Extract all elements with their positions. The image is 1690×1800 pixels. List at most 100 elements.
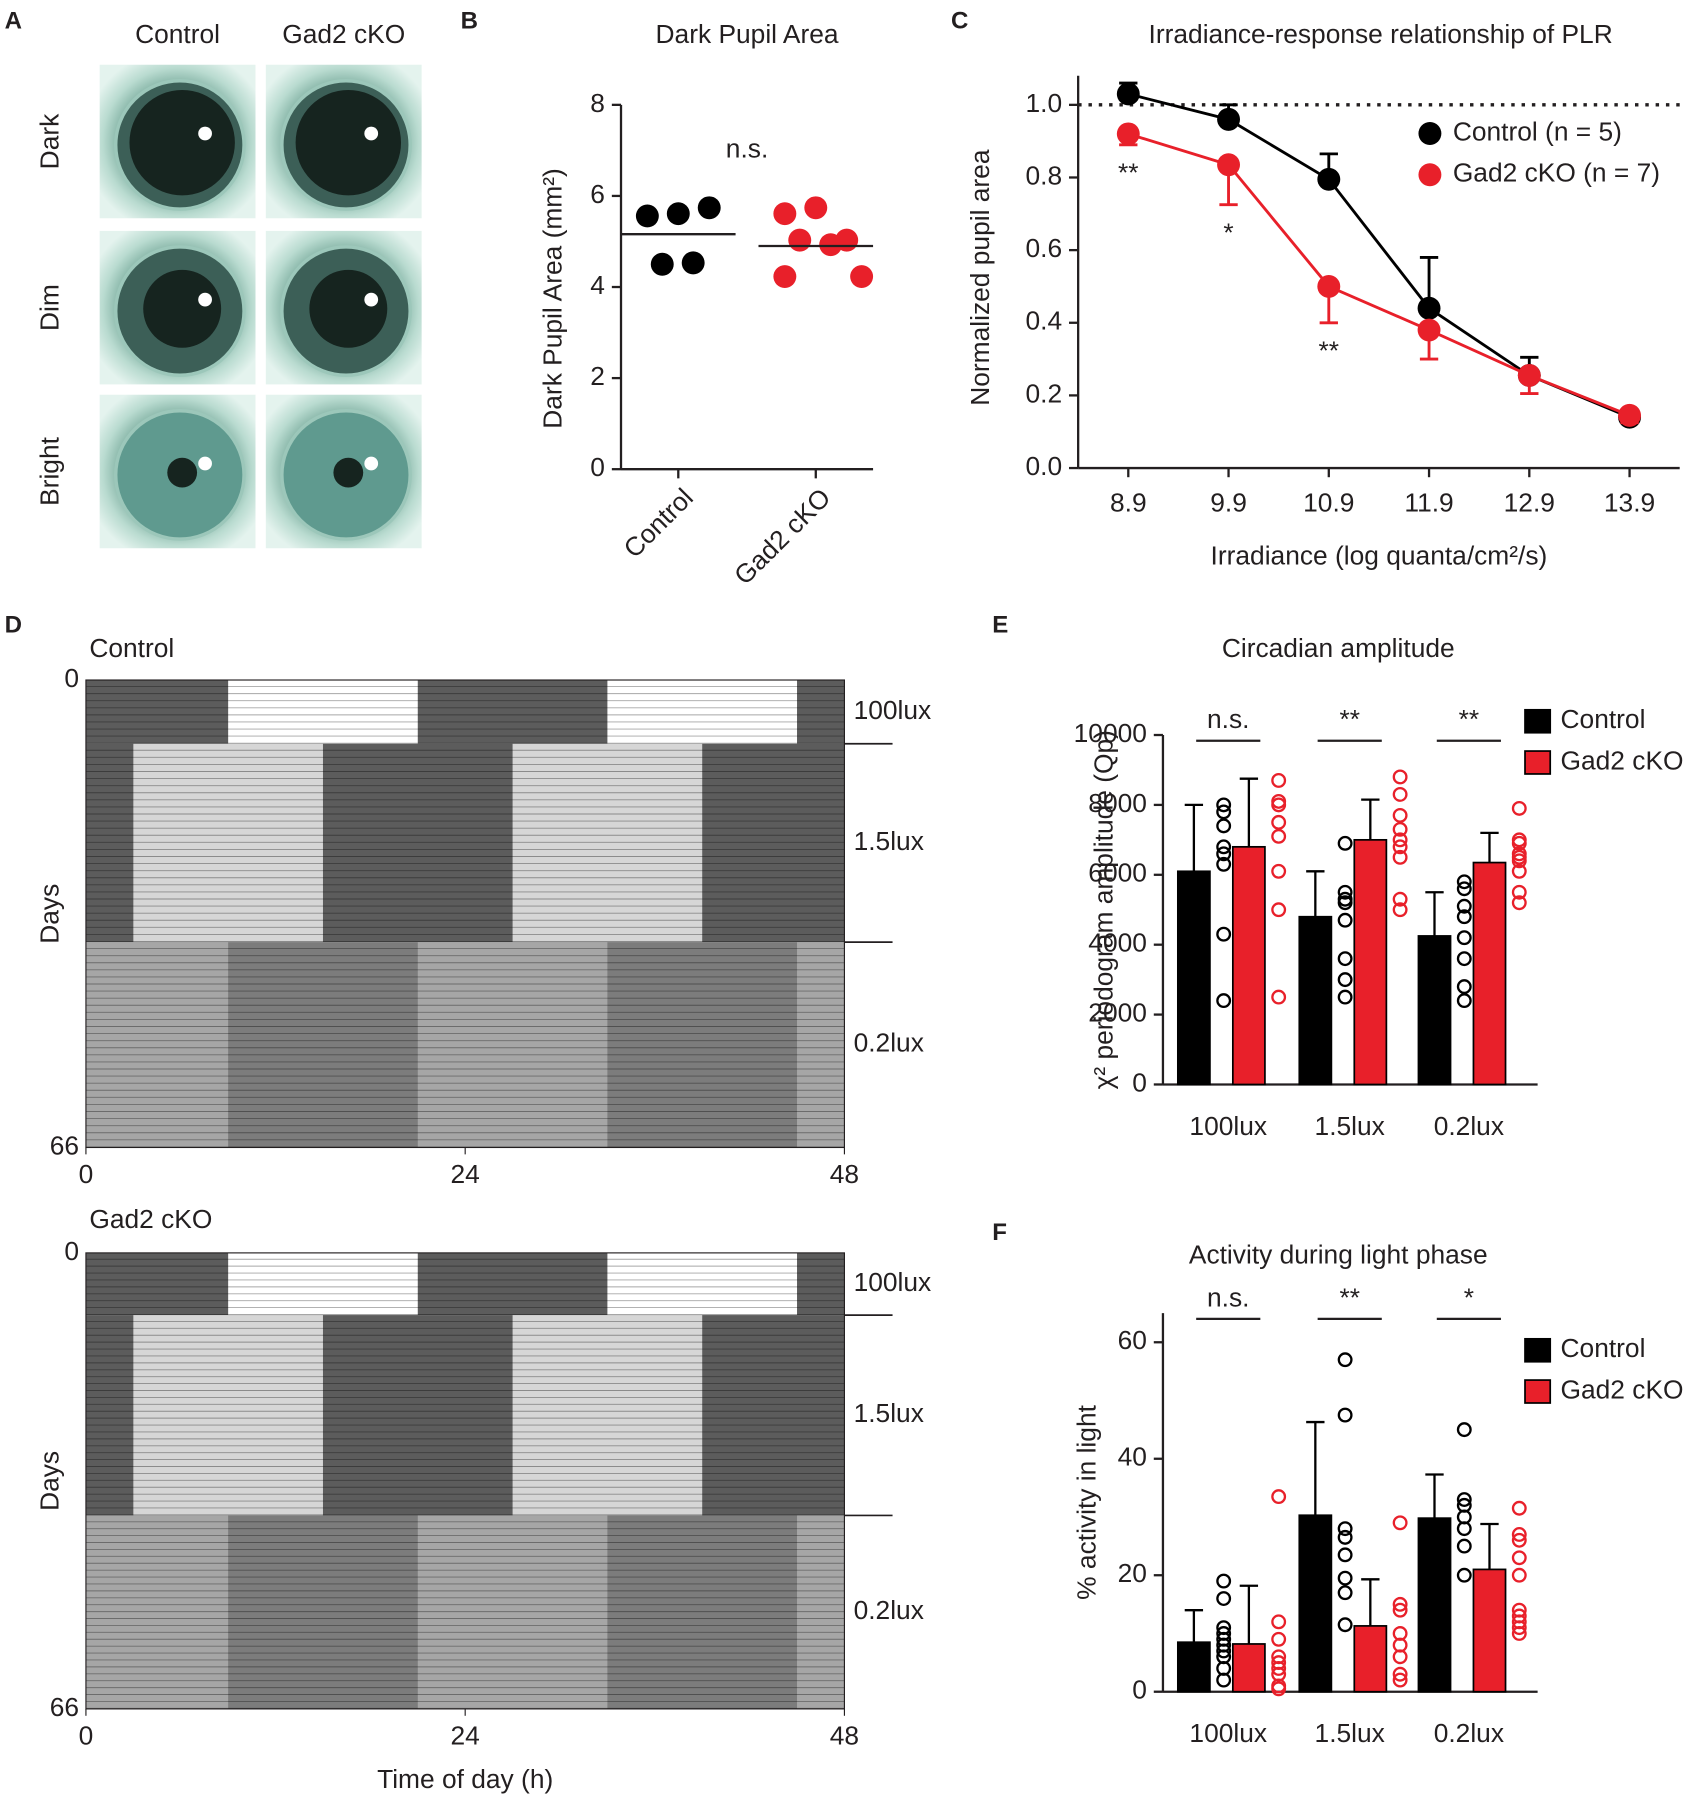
data-point bbox=[1337, 835, 1353, 851]
bar bbox=[1417, 1517, 1452, 1693]
light-phase bbox=[417, 942, 608, 1148]
reflection bbox=[198, 456, 212, 471]
x-tick-label: 0.2lux bbox=[1434, 1718, 1504, 1748]
error-bar bbox=[1239, 777, 1259, 847]
x-tick-label: 100lux bbox=[1189, 1111, 1267, 1141]
error-bar bbox=[1480, 1522, 1499, 1570]
row-label: Bright bbox=[35, 436, 65, 505]
y-axis-label: Days bbox=[35, 884, 65, 944]
significance-label: n.s. bbox=[1207, 704, 1249, 734]
chart-title: Activity during light phase bbox=[1189, 1239, 1488, 1269]
panel-letter: E bbox=[992, 612, 1008, 639]
data-point bbox=[1392, 821, 1408, 837]
data-point bbox=[1271, 902, 1287, 918]
reflection bbox=[364, 292, 379, 307]
data-point bbox=[1271, 1614, 1287, 1630]
data-point bbox=[1392, 769, 1408, 785]
phase-label: 100lux bbox=[854, 1267, 932, 1297]
x-tick-label: 0 bbox=[79, 1159, 94, 1189]
data-point bbox=[1511, 884, 1527, 900]
data-point bbox=[1392, 1649, 1408, 1665]
chart-title: Dark Pupil Area bbox=[656, 19, 839, 49]
y-tick-label: 10000 bbox=[1074, 718, 1147, 748]
data-point bbox=[1517, 363, 1541, 387]
y-axis-label: Normalized pupil area bbox=[965, 149, 995, 406]
data-point bbox=[1456, 979, 1472, 995]
light-phase bbox=[607, 1252, 798, 1316]
data-point bbox=[1392, 839, 1408, 855]
data-point bbox=[697, 196, 721, 220]
light-phase bbox=[228, 1252, 418, 1316]
x-tick-label: 48 bbox=[830, 1159, 859, 1189]
x-tick-label: 100lux bbox=[1189, 1718, 1267, 1748]
data-point bbox=[1337, 912, 1353, 928]
data-point bbox=[1392, 1515, 1408, 1531]
data-point bbox=[1511, 1620, 1527, 1636]
light-phase bbox=[512, 1315, 703, 1516]
legend-marker bbox=[1418, 163, 1442, 187]
y-tick-label: 0 bbox=[1132, 1067, 1147, 1097]
series-line bbox=[1127, 132, 1631, 417]
bar bbox=[1298, 1514, 1333, 1693]
chart-title: Irradiance-response relationship of PLR bbox=[1149, 19, 1613, 49]
error-bar bbox=[1425, 891, 1444, 936]
x-tick-label: 9.9 bbox=[1210, 488, 1247, 518]
data-point bbox=[1271, 828, 1287, 844]
phase-label: 1.5lux bbox=[854, 1398, 924, 1428]
data-point bbox=[635, 204, 659, 228]
data-point bbox=[1271, 863, 1287, 879]
light-phase bbox=[797, 1515, 845, 1709]
pupil bbox=[333, 457, 364, 488]
data-point bbox=[1456, 1538, 1472, 1554]
light-phase bbox=[607, 680, 798, 744]
data-point bbox=[666, 202, 690, 226]
x-tick-label: 12.9 bbox=[1504, 488, 1555, 518]
error-bar bbox=[1184, 1609, 1204, 1643]
reflection bbox=[364, 456, 379, 471]
significance-label: ** bbox=[1339, 1282, 1360, 1312]
phase-label: 0.2lux bbox=[854, 1028, 924, 1058]
data-point bbox=[1392, 832, 1408, 848]
significance-label: n.s. bbox=[726, 134, 768, 164]
data-point bbox=[1337, 1352, 1353, 1368]
light-phase bbox=[85, 942, 229, 1148]
data-point bbox=[1271, 1660, 1287, 1676]
data-point bbox=[1337, 1529, 1353, 1545]
reflection bbox=[198, 126, 212, 141]
y-tick-label: 20 bbox=[1118, 1558, 1147, 1588]
y-axis-label: % activity in light bbox=[1071, 1404, 1101, 1599]
row-label: Dim bbox=[35, 284, 65, 331]
significance-label: n.s. bbox=[1207, 1282, 1249, 1312]
data-point bbox=[1216, 1591, 1232, 1606]
data-point bbox=[788, 228, 812, 252]
data-point bbox=[1392, 807, 1408, 823]
data-point bbox=[1337, 972, 1353, 988]
data-point bbox=[1511, 1532, 1527, 1548]
data-point bbox=[1216, 839, 1232, 855]
error-bar bbox=[1425, 1473, 1444, 1519]
data-point bbox=[1317, 167, 1341, 191]
data-point bbox=[1456, 1567, 1472, 1583]
panel-letter: F bbox=[992, 1219, 1007, 1246]
data-point bbox=[1417, 318, 1441, 342]
y-tick-label: 0.0 bbox=[1025, 451, 1062, 481]
y-tick-label: 66 bbox=[50, 1130, 79, 1160]
pupil bbox=[129, 89, 235, 196]
bar bbox=[1353, 838, 1388, 1086]
data-point bbox=[1511, 800, 1527, 816]
x-tick-label: 11.9 bbox=[1404, 488, 1453, 518]
significance-label: ** bbox=[1118, 158, 1139, 188]
y-tick-label: 40 bbox=[1118, 1442, 1147, 1472]
data-point bbox=[1337, 1570, 1353, 1586]
legend-marker bbox=[1524, 750, 1552, 775]
y-tick-label: 1.0 bbox=[1025, 88, 1062, 118]
data-point bbox=[1337, 884, 1353, 900]
data-point bbox=[1216, 1672, 1232, 1688]
x-tick-label: 1.5lux bbox=[1315, 1111, 1385, 1141]
data-point bbox=[1456, 930, 1472, 946]
data-point bbox=[1216, 1643, 1232, 1659]
y-tick-label: 8000 bbox=[1088, 788, 1147, 818]
data-point bbox=[1511, 1626, 1527, 1641]
legend-marker bbox=[1524, 708, 1552, 734]
data-point bbox=[1337, 1585, 1353, 1601]
